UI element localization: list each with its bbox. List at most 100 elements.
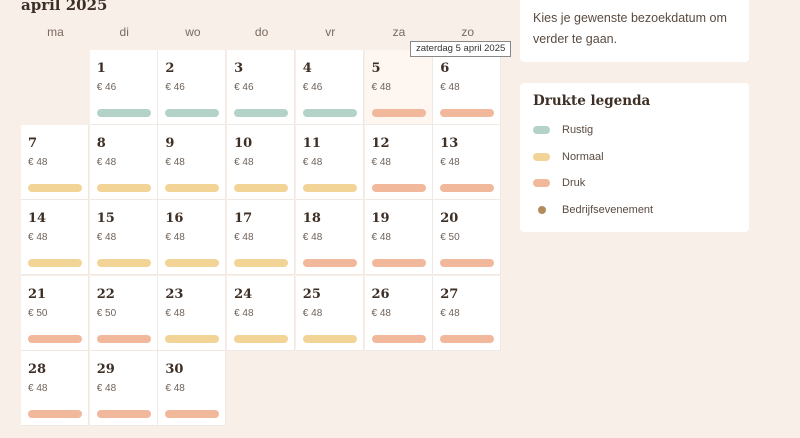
day-number: 1 — [96, 61, 106, 76]
day-cell[interactable]: 26 € 48 — [364, 275, 433, 351]
day-cell[interactable]: 10 € 48 — [227, 125, 296, 201]
day-price: € 48 — [96, 382, 117, 394]
crowd-indicator-bar — [371, 334, 426, 343]
day-cell[interactable]: 27 € 48 — [433, 275, 502, 351]
weekday-header: do — [254, 25, 269, 39]
day-cell[interactable]: 2 € 46 — [158, 50, 227, 125]
day-cell[interactable]: 3 € 46 — [227, 50, 296, 125]
day-price: € 46 — [234, 82, 254, 93]
legend-label: Bedrijfsevenement — [562, 203, 654, 216]
crowd-indicator-bar — [440, 334, 495, 343]
crowd-indicator-bar — [28, 409, 82, 418]
day-cell[interactable]: 15 € 48 — [89, 200, 158, 276]
crowd-indicator-bar — [234, 259, 289, 268]
day-cell[interactable]: 4 € 46 — [295, 50, 364, 125]
intro-card: Kies je gewenste bezoekdatum om verder t… — [520, 0, 749, 62]
crowd-indicator-bar — [440, 109, 495, 117]
day-price: € 48 — [165, 382, 185, 394]
day-number: 29 — [96, 361, 115, 377]
day-number: 24 — [234, 286, 253, 302]
day-cell[interactable]: 1 € 46 — [89, 50, 158, 125]
crowd-indicator-bar — [28, 334, 82, 343]
day-price: € 48 — [165, 307, 185, 319]
day-price: € 48 — [302, 232, 323, 244]
day-price: € 48 — [96, 157, 117, 169]
day-price: € 48 — [28, 232, 48, 244]
day-price: € 46 — [96, 82, 117, 93]
crowd-indicator-bar — [302, 109, 357, 117]
crowd-indicator-bar — [440, 259, 495, 268]
day-number: 14 — [28, 211, 47, 227]
day-number: 19 — [371, 211, 390, 227]
day-cell[interactable]: 21 € 50 — [21, 275, 89, 351]
day-number: 27 — [440, 286, 459, 302]
day-number: 12 — [371, 136, 390, 152]
crowd-indicator-bar — [165, 259, 220, 268]
day-cell[interactable]: 30 € 48 — [158, 350, 227, 426]
crowd-indicator-bar — [302, 334, 357, 343]
legend-swatch-icon — [533, 126, 550, 134]
day-cell[interactable]: 29 € 48 — [89, 350, 158, 426]
crowd-indicator-bar — [302, 259, 357, 268]
day-number: 23 — [165, 286, 184, 302]
day-cell[interactable]: 9 € 48 — [158, 125, 227, 201]
day-cell[interactable]: 11 € 48 — [295, 125, 364, 201]
crowd-indicator-bar — [234, 109, 289, 117]
legend-label: Rustig — [562, 124, 594, 136]
day-price: € 48 — [371, 232, 391, 244]
day-price: € 48 — [165, 157, 185, 169]
day-number: 2 — [165, 61, 175, 76]
day-price: € 48 — [371, 307, 391, 319]
day-number: 22 — [96, 286, 115, 302]
crowd-indicator-bar — [165, 409, 220, 418]
day-cell[interactable]: 22 € 50 — [89, 275, 158, 351]
day-number: 8 — [96, 136, 106, 152]
legend-card: Drukte legenda Rustig Normaal Druk Bedrijfs… — [520, 83, 749, 232]
day-cell[interactable]: 23 € 48 — [158, 275, 227, 351]
day-number: 15 — [96, 211, 115, 227]
crowd-indicator-bar — [96, 184, 151, 193]
day-number: 7 — [28, 136, 38, 152]
day-cell[interactable]: 12 € 48 — [364, 125, 433, 201]
legend-swatch-icon — [533, 152, 550, 161]
day-price: € 48 — [371, 157, 391, 169]
day-cell[interactable]: 14 € 48 — [21, 200, 89, 276]
day-price: € 48 — [440, 307, 460, 319]
day-cell[interactable]: 6 € 48 — [433, 50, 502, 125]
crowd-indicator-bar — [96, 109, 151, 117]
day-cell[interactable]: 28 € 48 — [21, 350, 89, 426]
day-price: € 48 — [165, 232, 185, 244]
legend-swatch-icon — [533, 179, 550, 187]
day-number: 20 — [440, 211, 459, 227]
day-number: 3 — [234, 61, 244, 76]
day-price: € 50 — [96, 307, 117, 319]
day-number: 26 — [371, 286, 390, 302]
day-price: € 50 — [28, 307, 48, 319]
day-cell[interactable]: 19 € 48 — [364, 200, 433, 276]
day-cell[interactable]: 16 € 48 — [158, 200, 227, 276]
crowd-indicator-bar — [165, 109, 220, 117]
day-number: 18 — [302, 211, 321, 227]
crowd-indicator-bar — [371, 109, 426, 117]
weekday-header: wo — [185, 25, 201, 39]
day-cell[interactable]: 5 € 48 — [364, 50, 433, 125]
day-price: € 48 — [440, 82, 460, 93]
day-cell[interactable]: 18 € 48 — [295, 200, 364, 276]
day-number: 4 — [302, 61, 312, 76]
day-price: € 50 — [440, 232, 460, 244]
day-cell[interactable]: 13 € 48 — [433, 125, 502, 201]
day-cell[interactable]: 25 € 48 — [295, 275, 364, 351]
day-cell[interactable]: 20 € 50 — [433, 200, 502, 276]
day-cell[interactable]: 24 € 48 — [227, 275, 296, 351]
crowd-indicator-bar — [371, 184, 426, 193]
crowd-indicator-bar — [371, 259, 426, 268]
crowd-indicator-bar — [234, 334, 289, 343]
day-cell[interactable]: 8 € 48 — [89, 125, 158, 201]
day-cell[interactable]: 7 € 48 — [21, 125, 89, 201]
day-number: 21 — [28, 286, 47, 302]
date-tooltip: zaterdag 5 april 2025 — [410, 41, 512, 57]
day-price: € 48 — [234, 157, 254, 169]
weekday-header: zo — [461, 25, 475, 39]
day-number: 16 — [165, 211, 184, 227]
day-cell[interactable]: 17 € 48 — [227, 200, 296, 276]
